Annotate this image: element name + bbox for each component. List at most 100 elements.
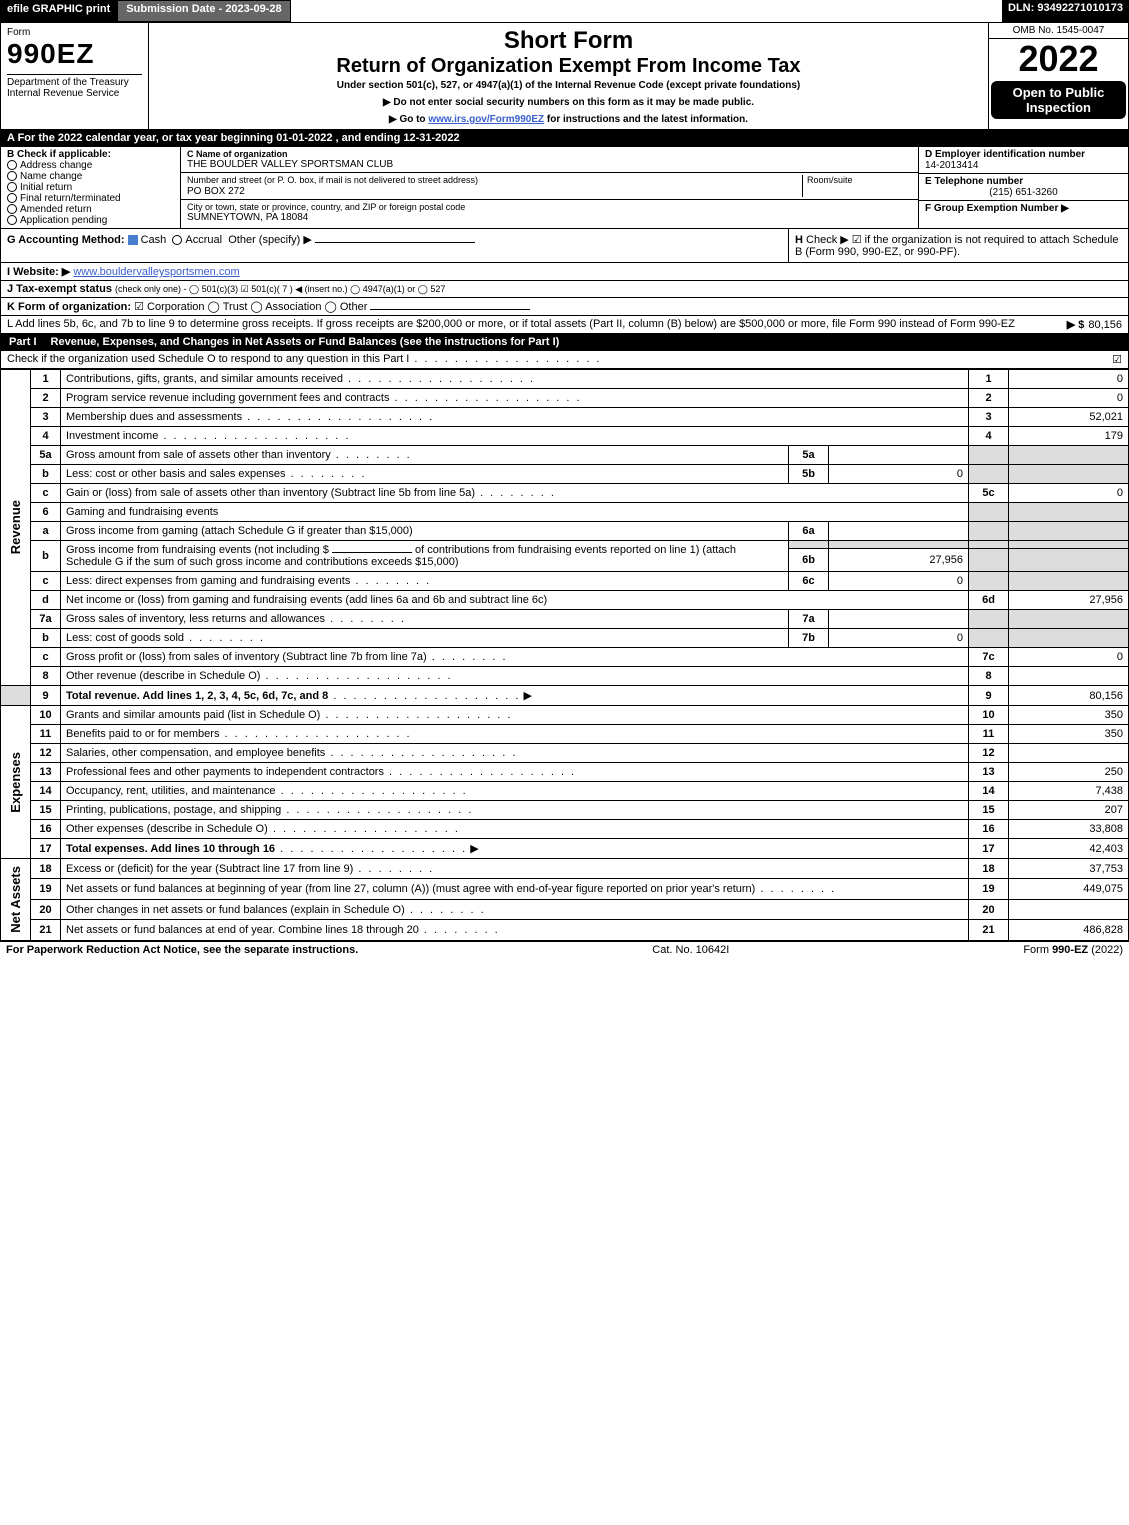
e-label: E Telephone number [925, 176, 1023, 187]
ein: 14-2013414 [925, 160, 978, 171]
line-7c: cGross profit or (loss) from sales of in… [1, 648, 1129, 667]
goto-pre: ▶ Go to [389, 114, 428, 125]
l21-v: 486,828 [1009, 920, 1129, 940]
part1-checkline: Check if the organization used Schedule … [0, 351, 1129, 369]
chk-initial[interactable]: Initial return [7, 182, 174, 193]
chk-cash[interactable] [128, 235, 138, 245]
line-3: 3Membership dues and assessments352,021 [1, 408, 1129, 427]
line-10: Expenses 10Grants and similar amounts pa… [1, 706, 1129, 725]
chk-pending-label: Application pending [20, 215, 107, 226]
l7a-n: 7a [789, 610, 829, 629]
l18-v: 37,753 [1009, 859, 1129, 879]
chk-pending[interactable]: Application pending [7, 215, 174, 226]
header-center: Short Form Return of Organization Exempt… [149, 23, 988, 129]
l4-n: 4 [969, 427, 1009, 446]
line-5b: bLess: cost or other basis and sales exp… [1, 465, 1129, 484]
l6d-n: 6d [969, 591, 1009, 610]
line-5c: cGain or (loss) from sale of assets othe… [1, 484, 1129, 503]
chk-name[interactable]: Name change [7, 171, 174, 182]
website-link[interactable]: www.bouldervalleysportsmen.com [73, 266, 239, 278]
line-15: 15Printing, publications, postage, and s… [1, 801, 1129, 820]
l6a-text: Gross income from gaming (attach Schedul… [61, 522, 789, 541]
chk-address[interactable]: Address change [7, 160, 174, 171]
l5a-v [829, 446, 969, 465]
l12-v [1009, 744, 1129, 763]
l7a-v [829, 610, 969, 629]
l14-n: 14 [969, 782, 1009, 801]
l11-v: 350 [1009, 725, 1129, 744]
l7a-text: Gross sales of inventory, less returns a… [61, 610, 789, 629]
l9-text: Total revenue. Add lines 1, 2, 3, 4, 5c,… [66, 690, 328, 702]
l-arrow: ▶ $ [1067, 318, 1085, 331]
l2-text: Program service revenue including govern… [61, 389, 969, 408]
efile-print[interactable]: efile GRAPHIC print [0, 0, 117, 22]
l10-v: 350 [1009, 706, 1129, 725]
open-public: Open to Public Inspection [991, 81, 1126, 119]
ssn-warning: ▶ Do not enter social security numbers o… [155, 97, 982, 108]
part1-chk-mark: ☑ [1112, 353, 1122, 366]
l17-text: Total expenses. Add lines 10 through 16 [66, 843, 275, 855]
l21-n: 21 [969, 920, 1009, 940]
h-label: H [795, 234, 803, 246]
form-990ez: 990EZ [7, 38, 142, 70]
chk-accrual[interactable] [172, 235, 182, 245]
chk-initial-label: Initial return [20, 182, 72, 193]
l6-text: Gaming and fundraising events [61, 503, 969, 522]
k-label: K Form of organization: [7, 301, 131, 313]
l10-n: 10 [969, 706, 1009, 725]
form-label: Form [7, 27, 142, 38]
g-accrual: Accrual [185, 234, 222, 246]
l15-text: Printing, publications, postage, and shi… [61, 801, 969, 820]
org-city: SUMNEYTOWN, PA 18084 [187, 212, 912, 223]
line-20: 20Other changes in net assets or fund ba… [1, 899, 1129, 919]
l16-v: 33,808 [1009, 820, 1129, 839]
line-6a: aGross income from gaming (attach Schedu… [1, 522, 1129, 541]
line-19: 19Net assets or fund balances at beginni… [1, 879, 1129, 899]
l-val: 80,156 [1088, 319, 1122, 331]
l20-text: Other changes in net assets or fund bala… [61, 899, 969, 919]
l19-text: Net assets or fund balances at beginning… [61, 879, 969, 899]
l4-v: 179 [1009, 427, 1129, 446]
c-addr-label: Number and street (or P. O. box, if mail… [187, 175, 478, 185]
l11-n: 11 [969, 725, 1009, 744]
room-label: Room/suite [807, 175, 853, 185]
chk-final[interactable]: Final return/terminated [7, 193, 174, 204]
line-12: 12Salaries, other compensation, and empl… [1, 744, 1129, 763]
line-18: Net Assets 18Excess or (deficit) for the… [1, 859, 1129, 879]
l11-text: Benefits paid to or for members [61, 725, 969, 744]
dept-treasury: Department of the Treasury [7, 77, 142, 88]
l10-text: Grants and similar amounts paid (list in… [61, 706, 969, 725]
irs-link[interactable]: www.irs.gov/Form990EZ [428, 114, 544, 125]
line-6: 6Gaming and fundraising events [1, 503, 1129, 522]
g-other: Other (specify) ▶ [228, 234, 312, 246]
row-gh: G Accounting Method: Cash Accrual Other … [0, 229, 1129, 263]
line-8: 8Other revenue (describe in Schedule O)8 [1, 667, 1129, 686]
l16-text: Other expenses (describe in Schedule O) [61, 820, 969, 839]
i-label: I Website: ▶ [7, 266, 70, 278]
l21-text: Net assets or fund balances at end of ye… [61, 920, 969, 940]
line-1: Revenue 1Contributions, gifts, grants, a… [1, 370, 1129, 389]
chk-amended[interactable]: Amended return [7, 204, 174, 215]
l6b-n: 6b [789, 549, 829, 572]
section-a: A For the 2022 calendar year, or tax yea… [0, 130, 1129, 147]
l17-v: 42,403 [1009, 839, 1129, 859]
j-label: J Tax-exempt status [7, 283, 112, 295]
f-label: F Group Exemption Number ▶ [925, 203, 1069, 214]
goto-line: ▶ Go to www.irs.gov/Form990EZ for instru… [155, 114, 982, 125]
row-i: I Website: ▶ www.bouldervalleysportsmen.… [0, 263, 1129, 281]
form-header: Form 990EZ Department of the Treasury In… [0, 22, 1129, 130]
side-expenses: Expenses [6, 748, 25, 817]
b-label: B Check if applicable: [7, 149, 174, 160]
l1-n: 1 [969, 370, 1009, 389]
submission-date: Submission Date - 2023-09-28 [117, 0, 290, 22]
l5c-n: 5c [969, 484, 1009, 503]
h-text: Check ▶ ☑ if the organization is not req… [795, 234, 1118, 258]
d-label: D Employer identification number [925, 149, 1085, 160]
l-text: L Add lines 5b, 6c, and 7b to line 9 to … [7, 318, 1063, 331]
l6a-n: 6a [789, 522, 829, 541]
part1-chk-text: Check if the organization used Schedule … [7, 353, 1112, 366]
lines-table: Revenue 1Contributions, gifts, grants, a… [0, 369, 1129, 941]
l7b-v: 0 [829, 629, 969, 648]
row-l: L Add lines 5b, 6c, and 7b to line 9 to … [0, 316, 1129, 334]
l12-text: Salaries, other compensation, and employ… [61, 744, 969, 763]
